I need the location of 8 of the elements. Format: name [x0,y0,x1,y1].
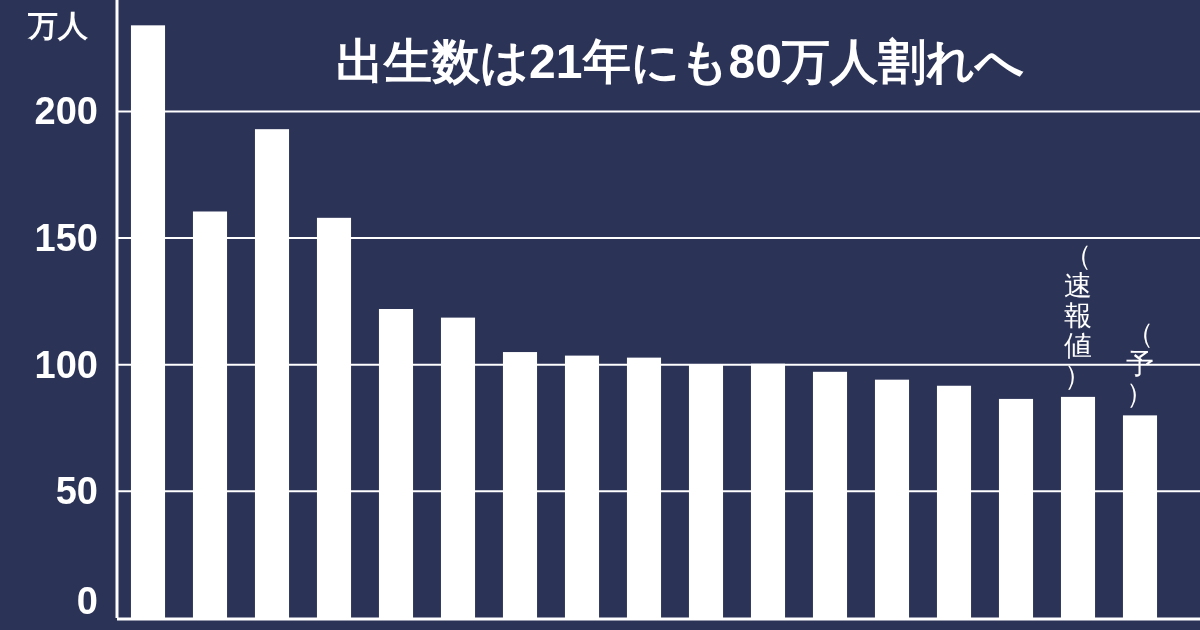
annotation: （速報値） [1064,239,1092,391]
y-tick-label: 100 [34,343,98,386]
y-tick-label: 0 [76,580,98,622]
y-tick-label: 200 [34,90,98,133]
y-axis-title: 万人 [27,9,89,42]
y-tick-label: 50 [55,470,98,513]
y-tick-label: 150 [34,217,98,260]
text: 出生数は21年にも80万人割れへ [336,35,1024,88]
